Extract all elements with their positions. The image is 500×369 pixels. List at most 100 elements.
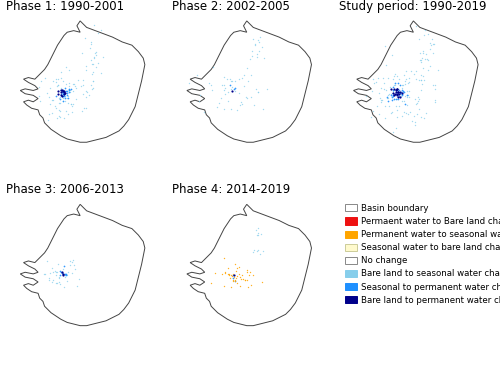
Point xyxy=(400,81,408,87)
Point xyxy=(230,272,238,278)
Point xyxy=(410,71,418,77)
Point xyxy=(393,86,401,92)
Point xyxy=(244,284,252,290)
Point xyxy=(250,247,258,253)
Point xyxy=(87,57,95,63)
Point xyxy=(381,104,389,110)
Point xyxy=(406,79,413,85)
Point xyxy=(226,284,234,290)
Point xyxy=(229,271,237,277)
Point xyxy=(64,87,72,93)
Point xyxy=(52,115,60,121)
Point xyxy=(218,272,226,277)
Point xyxy=(232,269,240,275)
Point xyxy=(223,76,231,82)
Point xyxy=(59,96,67,101)
Point xyxy=(394,89,402,95)
Point xyxy=(52,269,60,275)
Point xyxy=(78,82,86,88)
Point xyxy=(88,70,96,76)
Point xyxy=(258,44,266,50)
Point xyxy=(80,105,88,111)
Point xyxy=(254,231,262,237)
Point xyxy=(235,90,243,96)
Point xyxy=(60,92,68,98)
Point xyxy=(398,98,406,104)
Point xyxy=(374,75,382,81)
Point xyxy=(393,73,401,79)
Point xyxy=(390,86,398,92)
Point xyxy=(398,88,406,94)
Point xyxy=(230,274,238,280)
Point xyxy=(67,86,75,92)
Point xyxy=(398,90,406,96)
Point xyxy=(403,87,411,93)
Point xyxy=(241,277,249,283)
Point xyxy=(254,37,262,43)
Point xyxy=(404,92,412,98)
Point xyxy=(392,96,400,102)
Point xyxy=(232,279,239,284)
Point xyxy=(62,271,70,277)
Point xyxy=(66,259,74,265)
Point xyxy=(60,284,68,290)
Point xyxy=(55,113,63,118)
Point xyxy=(87,41,95,47)
Point xyxy=(432,99,440,105)
Point xyxy=(59,91,67,97)
Point xyxy=(70,262,78,268)
Point xyxy=(249,272,257,278)
Point xyxy=(56,87,64,93)
Point xyxy=(400,89,408,94)
Point xyxy=(80,77,88,83)
Point xyxy=(226,82,234,88)
Point xyxy=(417,59,425,65)
Point xyxy=(66,262,74,268)
Point xyxy=(80,90,88,96)
Point xyxy=(391,82,399,88)
Point xyxy=(66,87,74,93)
Point xyxy=(60,274,68,280)
Point xyxy=(42,90,50,96)
Point xyxy=(386,85,394,90)
Point xyxy=(232,265,240,271)
Point xyxy=(400,108,408,114)
Point xyxy=(394,103,402,108)
Polygon shape xyxy=(20,204,145,326)
Point xyxy=(388,109,396,115)
Point xyxy=(419,73,427,79)
Point xyxy=(397,91,405,97)
Point xyxy=(427,42,435,48)
Point xyxy=(242,269,250,275)
Point xyxy=(231,277,239,283)
Point xyxy=(414,96,422,102)
Point xyxy=(414,37,422,42)
Point xyxy=(398,113,406,119)
Point xyxy=(400,73,407,79)
Point xyxy=(232,275,239,281)
Point xyxy=(394,94,402,100)
Point xyxy=(246,72,254,78)
Point xyxy=(238,272,246,278)
Point xyxy=(404,80,411,86)
Point xyxy=(246,56,254,62)
Point xyxy=(61,90,69,96)
Point xyxy=(395,87,403,93)
Point xyxy=(367,114,375,120)
Point xyxy=(213,104,221,110)
Point xyxy=(412,101,420,107)
Point xyxy=(60,115,68,121)
Text: Phase 3: 2006-2013: Phase 3: 2006-2013 xyxy=(6,183,124,196)
Point xyxy=(55,107,63,113)
Point xyxy=(48,97,56,103)
Point xyxy=(404,111,412,117)
Point xyxy=(231,278,239,284)
Point xyxy=(398,86,406,92)
Point xyxy=(394,87,402,93)
Point xyxy=(383,95,391,101)
Point xyxy=(369,108,377,114)
Point xyxy=(388,94,396,100)
Point xyxy=(387,91,395,97)
Text: Study period: 1990-2019: Study period: 1990-2019 xyxy=(339,0,486,13)
Point xyxy=(426,63,434,69)
